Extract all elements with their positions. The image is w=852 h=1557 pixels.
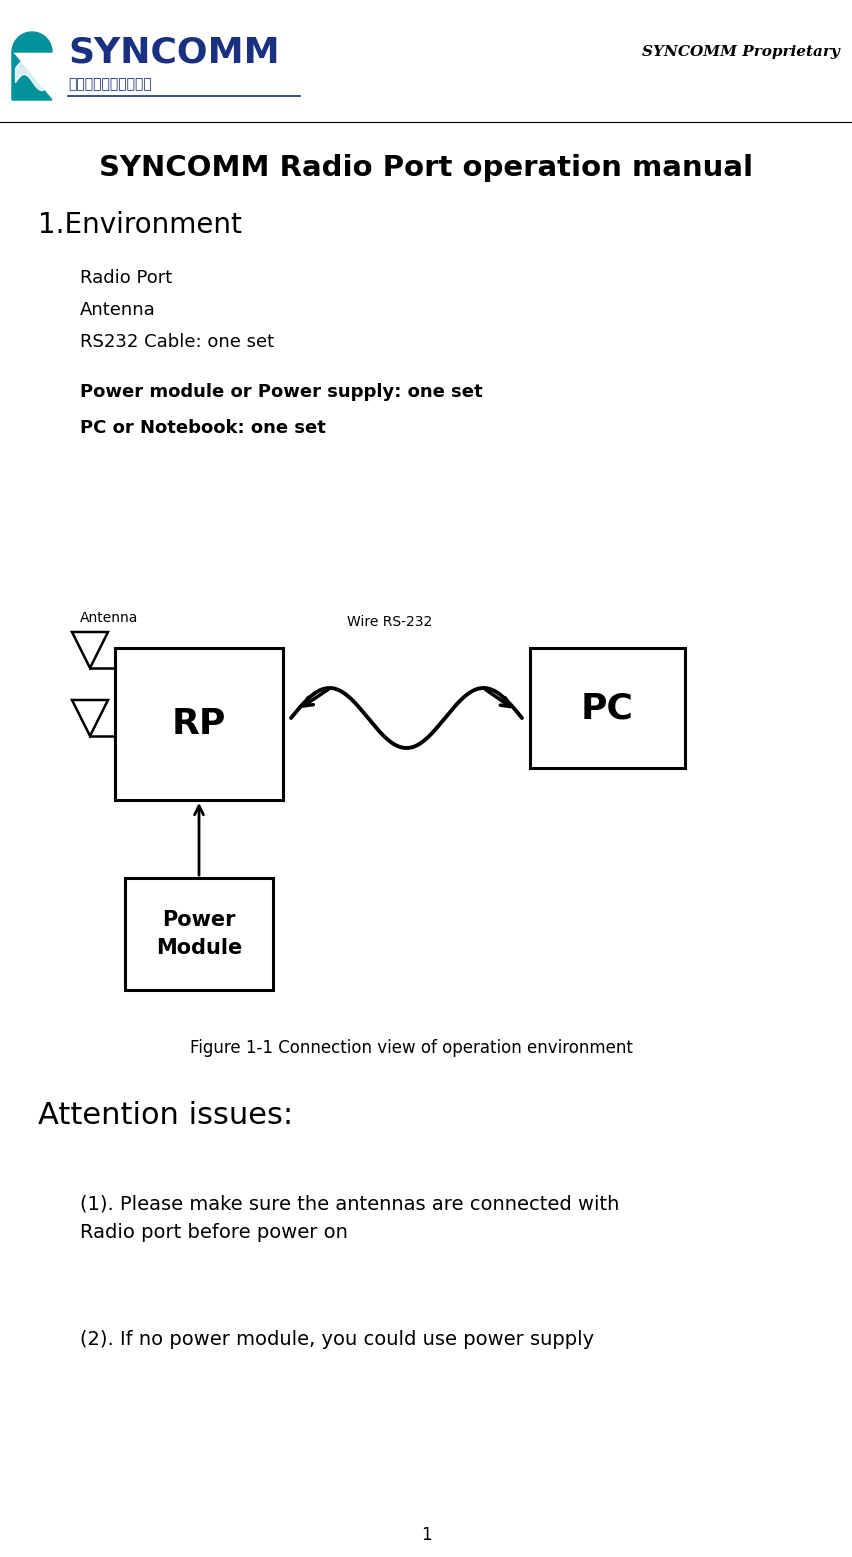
Text: Power module or Power supply: one set: Power module or Power supply: one set (80, 383, 482, 402)
Text: (1). Please make sure the antennas are connected with
Radio port before power on: (1). Please make sure the antennas are c… (80, 1196, 619, 1242)
Text: PC or Notebook: one set: PC or Notebook: one set (80, 419, 325, 438)
Text: SYNCOMM Radio Port operation manual: SYNCOMM Radio Port operation manual (99, 154, 752, 182)
Text: Wire RS-232: Wire RS-232 (347, 615, 432, 629)
Text: RS232 Cable: one set: RS232 Cable: one set (80, 333, 273, 350)
Text: (2). If no power module, you could use power supply: (2). If no power module, you could use p… (80, 1330, 594, 1348)
Text: 1: 1 (420, 1526, 431, 1545)
Text: Attention issues:: Attention issues: (38, 1101, 293, 1129)
Bar (529, 648, 684, 768)
Text: Antenna: Antenna (80, 610, 138, 624)
Text: Radio Port: Radio Port (80, 269, 172, 286)
Text: RP: RP (171, 707, 226, 741)
Polygon shape (72, 632, 108, 668)
Polygon shape (12, 33, 52, 51)
Text: 1.Environment: 1.Environment (38, 212, 242, 240)
Text: Figure 1-1 Connection view of operation environment: Figure 1-1 Connection view of operation … (190, 1039, 632, 1057)
Text: PC: PC (580, 691, 633, 726)
Polygon shape (72, 701, 108, 736)
Polygon shape (12, 51, 52, 100)
Text: SYNCOMM Proprietary: SYNCOMM Proprietary (642, 45, 839, 59)
Text: Antenna: Antenna (80, 301, 156, 319)
Text: 凌源通訊股份有限公司: 凌源通訊股份有限公司 (68, 76, 152, 90)
Bar (125, 878, 273, 990)
Text: Power
Module: Power Module (156, 909, 242, 958)
Bar (115, 648, 283, 800)
Text: SYNCOMM: SYNCOMM (68, 34, 279, 69)
